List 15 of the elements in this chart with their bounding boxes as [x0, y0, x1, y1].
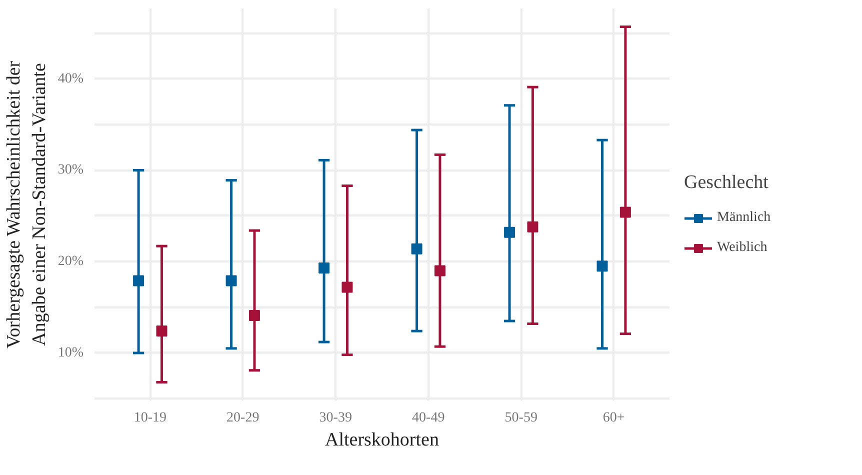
x-tick-label: 50-59 — [504, 410, 538, 426]
legend-label: Männlich — [717, 210, 771, 226]
x-tick-label: 10-19 — [134, 410, 166, 426]
legend-label: Weiblich — [717, 240, 768, 256]
y-tick-label: 20% — [58, 254, 84, 270]
x-tick-label: 40-49 — [412, 410, 445, 426]
x-tick-label: 20-29 — [226, 410, 260, 426]
x-tick-label: 30-39 — [319, 410, 352, 426]
y-tick-label: 30% — [58, 162, 84, 178]
y-axis-title: Vorhergesagte Wahrscheinlichkeit der Angabe einer Non-Standard-Variante — [4, 60, 50, 348]
y-tick-label: 10% — [58, 345, 84, 360]
legend-title: Geschlecht — [684, 172, 770, 194]
y-tick-label: 40% — [58, 71, 84, 86]
x-tick-label: 60+ — [602, 410, 625, 426]
x-axis-title: Alterskohorten — [325, 430, 440, 450]
